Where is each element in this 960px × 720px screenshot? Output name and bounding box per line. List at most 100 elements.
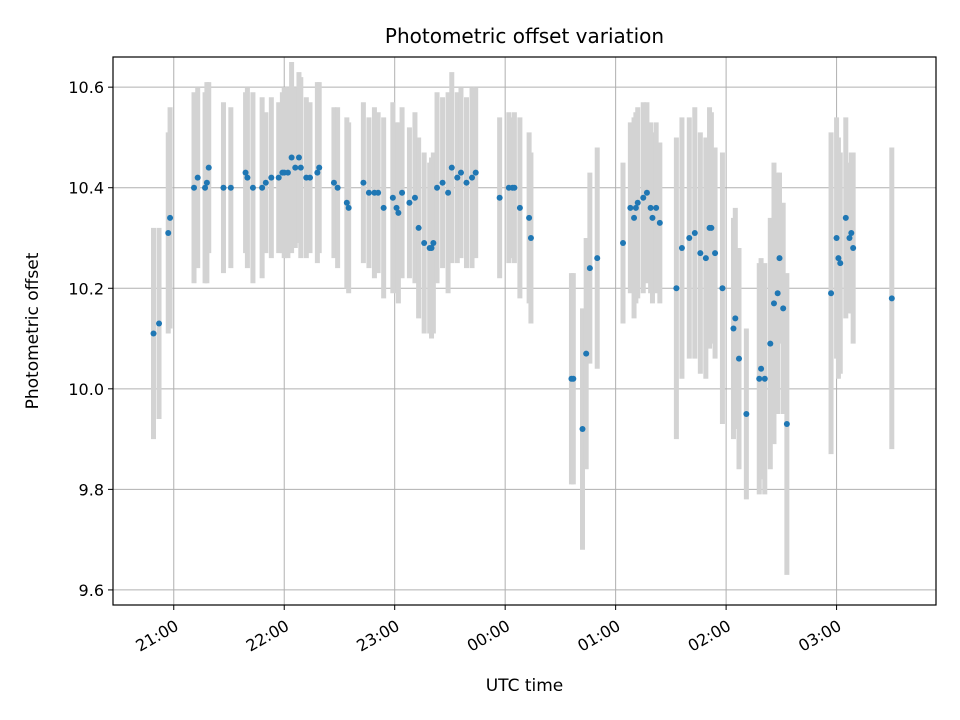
data-point — [421, 240, 428, 247]
data-point — [463, 179, 470, 186]
data-point — [678, 245, 685, 252]
data-point — [526, 214, 533, 221]
data-point — [469, 174, 476, 181]
data-point — [439, 179, 446, 186]
data-point — [835, 255, 842, 262]
data-point — [191, 184, 198, 191]
data-point — [653, 204, 660, 211]
data-point — [454, 174, 461, 181]
data-point — [848, 229, 855, 236]
data-point — [702, 255, 709, 262]
data-point — [743, 410, 750, 417]
data-point — [156, 320, 163, 327]
data-point — [837, 260, 844, 267]
data-point — [167, 214, 174, 221]
data-point — [448, 164, 455, 171]
data-point — [649, 214, 656, 221]
data-point — [776, 255, 783, 262]
data-point — [631, 214, 638, 221]
data-point — [828, 290, 835, 297]
data-point — [627, 204, 634, 211]
data-point — [307, 174, 314, 181]
data-point — [656, 219, 663, 226]
plot-frame — [112, 56, 937, 606]
data-point — [712, 250, 719, 257]
data-point — [334, 184, 341, 191]
data-point — [415, 224, 422, 231]
data-point — [583, 350, 590, 357]
data-point — [620, 240, 627, 247]
data-point — [430, 240, 437, 247]
data-point — [259, 184, 266, 191]
data-point — [888, 295, 895, 302]
data-point — [262, 179, 269, 186]
data-point — [850, 245, 857, 252]
data-point — [165, 229, 172, 236]
y-axis-title: Photometric offset — [23, 252, 43, 409]
data-point — [579, 426, 586, 433]
data-point — [227, 184, 234, 191]
data-point — [150, 330, 157, 337]
data-point — [203, 179, 210, 186]
y-axis-ticks: 9.6 9.8 10.0 10.2 10.4 10.6 — [68, 78, 113, 600]
data-point — [428, 245, 435, 252]
data-points — [150, 154, 895, 433]
data-point — [292, 164, 299, 171]
data-point — [594, 255, 601, 262]
data-point — [516, 204, 523, 211]
data-point — [783, 421, 790, 428]
data-point — [457, 169, 464, 176]
data-point — [345, 204, 352, 211]
data-point — [295, 154, 302, 161]
data-point — [846, 234, 853, 241]
data-point — [316, 164, 323, 171]
data-point — [220, 184, 227, 191]
data-point — [673, 285, 680, 292]
data-point — [833, 234, 840, 241]
data-point — [242, 169, 249, 176]
y-tick-label: 9.6 — [79, 581, 104, 600]
data-point — [360, 179, 367, 186]
data-point — [770, 300, 777, 307]
data-point — [634, 199, 641, 206]
data-point — [406, 199, 413, 206]
data-point — [527, 234, 534, 241]
data-point — [399, 189, 406, 196]
data-point — [375, 189, 382, 196]
y-tick-label: 10.4 — [68, 179, 104, 198]
data-point — [244, 174, 251, 181]
data-point — [640, 194, 647, 201]
data-point — [774, 290, 781, 297]
data-point — [570, 375, 577, 382]
data-point — [472, 169, 479, 176]
data-point — [780, 305, 787, 312]
data-point — [735, 355, 742, 362]
data-point — [758, 365, 765, 372]
data-point — [202, 184, 209, 191]
data-point — [647, 204, 654, 211]
data-point — [732, 315, 739, 322]
y-tick-label: 10.2 — [68, 279, 104, 298]
data-point — [389, 194, 396, 201]
data-point — [756, 375, 763, 382]
data-point — [284, 169, 291, 176]
data-point — [365, 189, 372, 196]
y-tick-label: 10.6 — [68, 78, 104, 97]
data-point — [343, 199, 350, 206]
data-point — [697, 250, 704, 257]
data-point — [288, 154, 295, 161]
data-point — [719, 285, 726, 292]
data-point — [686, 234, 693, 241]
y-tick-label: 9.8 — [79, 480, 104, 499]
data-point — [708, 224, 715, 231]
data-point — [330, 179, 337, 186]
data-point — [395, 209, 402, 216]
y-tick-label: 10.0 — [68, 380, 104, 399]
chart-title: Photometric offset variation — [385, 24, 664, 48]
data-point — [496, 194, 503, 201]
data-point — [730, 325, 737, 332]
data-point — [761, 375, 768, 382]
data-point — [314, 169, 321, 176]
data-point — [434, 184, 441, 191]
